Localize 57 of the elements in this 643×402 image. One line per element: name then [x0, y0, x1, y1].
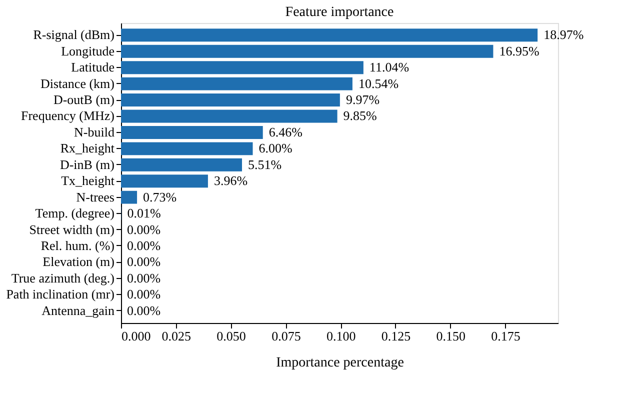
data-label: 5.51% [248, 156, 282, 172]
y-tick-label: Frequency (MHz) [21, 108, 114, 124]
data-label: 18.97% [544, 27, 584, 42]
y-tick-label: N-build [74, 124, 115, 140]
data-label: 0.00% [127, 270, 161, 286]
data-label: 11.04% [369, 60, 410, 75]
data-label: 0.00% [127, 254, 161, 270]
bar [121, 94, 340, 107]
y-tick-label: Tx_height [61, 173, 115, 188]
bar [121, 77, 352, 90]
data-label: 3.96% [214, 173, 248, 188]
bar [121, 28, 538, 42]
data-label: 10.54% [358, 76, 399, 91]
y-tick-label: Street width (m) [29, 222, 114, 237]
data-label: 0.00% [127, 238, 161, 253]
data-label: 0.01% [127, 206, 161, 221]
text: 0.000 [122, 328, 151, 344]
text: 0.025 [162, 328, 192, 344]
data-label: 0.00% [127, 222, 161, 237]
y-tick-label: True azimuth (deg.) [11, 270, 114, 286]
text: 0.125 [381, 328, 411, 344]
y-tick-label: Elevation (m) [42, 254, 114, 270]
y-tick-label: Latitude [71, 60, 115, 75]
bar [121, 44, 494, 58]
y-tick-label: Antenna_gain [42, 302, 115, 318]
y-tick-label: Rel. hum. (%) [40, 238, 114, 253]
bar [121, 158, 242, 172]
chart-title: Feature importance [285, 5, 394, 20]
y-tick-label: N-trees [76, 189, 114, 204]
bar [121, 174, 208, 188]
data-label: 0.00% [127, 286, 161, 302]
text: 0.150 [436, 328, 466, 344]
data-label: 0.00% [127, 302, 161, 318]
bar [121, 110, 338, 123]
y-tick-label: Path inclination (mr) [6, 286, 114, 302]
y-tick-label: Distance (km) [40, 76, 114, 91]
data-label: 16.95% [499, 43, 540, 58]
bar [121, 190, 138, 204]
text: 0.050 [216, 328, 246, 344]
y-tick-label: D-outB (m) [53, 92, 114, 108]
text: 0.100 [326, 328, 356, 344]
data-label: 6.46% [268, 124, 303, 140]
y-tick-label: Rx_height [60, 140, 115, 156]
y-tick-label: R-signal (dBm) [33, 27, 114, 42]
text: 0.075 [272, 328, 301, 344]
bar [121, 61, 364, 74]
data-label: 9.85% [343, 108, 378, 124]
bar [121, 126, 263, 139]
data-label: 9.97% [346, 92, 380, 108]
bar [121, 142, 253, 156]
text: 0.175 [491, 328, 520, 344]
y-tick-label: Longitude [61, 43, 115, 58]
x-axis-title: Importance percentage [276, 356, 404, 370]
y-tick-label: Temp. (degree) [35, 206, 114, 221]
y-tick-label: D-inB (m) [60, 156, 114, 172]
data-label: 0.73% [143, 189, 177, 204]
data-label: 6.00% [258, 140, 293, 156]
